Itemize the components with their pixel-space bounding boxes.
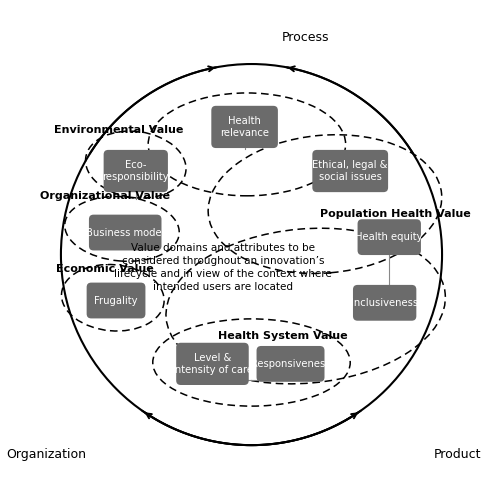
Text: Process: Process <box>281 32 329 44</box>
Text: Inclusiveness: Inclusiveness <box>351 298 418 308</box>
FancyBboxPatch shape <box>87 282 145 318</box>
Text: Value domains and attributes to be
considered throughout an innovation’s
lifecyc: Value domains and attributes to be consi… <box>114 242 332 292</box>
Text: Organizational Value: Organizational Value <box>39 191 170 201</box>
Text: Environmental Value: Environmental Value <box>53 124 183 134</box>
Text: Frugality: Frugality <box>94 296 138 306</box>
Text: Health
relevance: Health relevance <box>220 116 269 138</box>
Text: Ethical, legal &
social issues: Ethical, legal & social issues <box>312 160 388 182</box>
FancyBboxPatch shape <box>353 285 416 320</box>
Text: Responsiveness: Responsiveness <box>251 359 330 369</box>
Text: Eco-
responsibility: Eco- responsibility <box>102 160 169 182</box>
Text: Business model: Business model <box>86 228 165 237</box>
FancyBboxPatch shape <box>358 219 421 255</box>
FancyBboxPatch shape <box>176 343 249 385</box>
FancyBboxPatch shape <box>104 150 168 192</box>
Text: Level &
intensity of care: Level & intensity of care <box>172 353 253 375</box>
FancyBboxPatch shape <box>256 346 324 382</box>
Text: Organization: Organization <box>6 448 86 461</box>
FancyBboxPatch shape <box>211 106 278 148</box>
Text: Population Health Value: Population Health Value <box>320 209 471 219</box>
Text: Economic Value: Economic Value <box>56 264 153 274</box>
Text: Health System Value: Health System Value <box>218 332 347 342</box>
Text: Health equity: Health equity <box>355 232 423 242</box>
FancyBboxPatch shape <box>312 150 388 192</box>
FancyBboxPatch shape <box>89 214 162 250</box>
Text: Product: Product <box>434 448 481 461</box>
